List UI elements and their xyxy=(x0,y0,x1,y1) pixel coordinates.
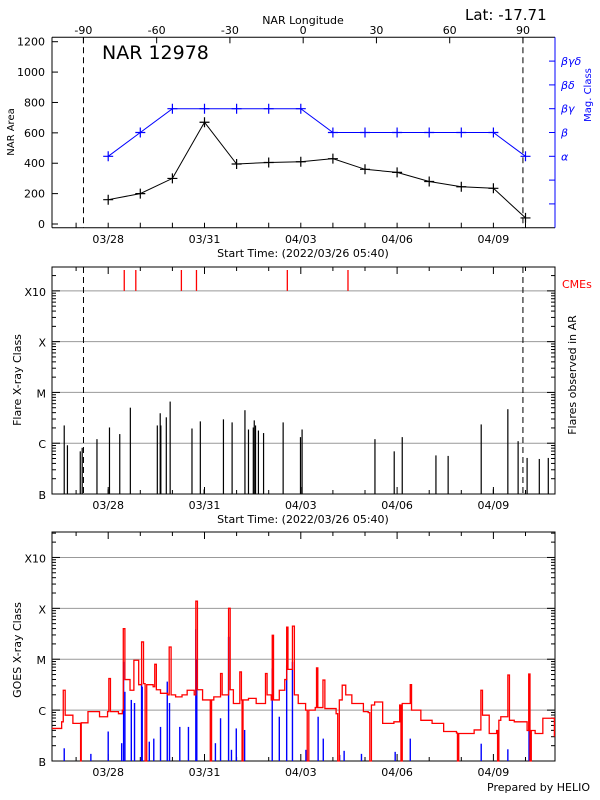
flare-panel-date-tick-label: 03/31 xyxy=(189,499,221,512)
latitude-label: Lat: -17.71 xyxy=(465,6,547,24)
flare-panel-class-tick-label: X xyxy=(38,337,46,350)
mag-class-point-marker xyxy=(360,127,370,138)
longitude-tick-label: 0 xyxy=(300,24,307,37)
area-tick-label: 800 xyxy=(24,96,45,109)
mag-tick-label: βγδ xyxy=(560,55,582,68)
longitude-tick-label: 90 xyxy=(516,24,530,37)
mag-class-point-marker xyxy=(327,127,338,138)
y-axis-title-goes: GOES X-ray Class xyxy=(11,602,24,698)
area-point-marker xyxy=(199,117,210,128)
mag-class-point-marker xyxy=(231,103,242,114)
area-point-marker xyxy=(295,156,306,167)
area-series-line xyxy=(108,121,526,219)
area-point-marker xyxy=(456,181,467,192)
longitude-tick-label: 60 xyxy=(443,24,457,37)
area-point-marker xyxy=(488,183,499,194)
area-point-marker xyxy=(263,157,274,168)
area-tick-label: 1000 xyxy=(17,66,45,79)
mag-class-series-line xyxy=(107,108,526,157)
goes-panel-class-tick-label: C xyxy=(38,705,46,718)
y-axis-title-flare-class: Flare X-ray Class xyxy=(11,334,24,426)
area-tick-label: 400 xyxy=(24,157,45,170)
date-tick-label: 03/28 xyxy=(92,233,124,246)
flare-panel-class-tick-label: B xyxy=(38,489,46,502)
flare-panel-frame xyxy=(51,266,556,495)
area-point-marker xyxy=(327,153,338,164)
goes-panel-frame xyxy=(51,531,556,762)
date-tick-label: 03/31 xyxy=(189,233,221,246)
longitude-tick-label: -30 xyxy=(221,24,239,37)
longitude-tick-label: 30 xyxy=(369,24,383,37)
mag-tick-label: βδ xyxy=(560,79,575,92)
mag-tick-label: βγ xyxy=(560,103,575,116)
goes-panel-date-tick-label: 03/31 xyxy=(189,766,221,779)
mag-class-point-marker xyxy=(295,103,306,114)
goes-panel-class-tick-label: M xyxy=(37,654,47,667)
goes-panel-class-tick-label: X xyxy=(38,603,46,616)
area-tick-label: 1200 xyxy=(17,36,45,49)
area-point-marker xyxy=(392,167,403,178)
mag-tick-label: α xyxy=(561,150,569,163)
mag-class-point-marker xyxy=(424,127,435,138)
area-point-marker xyxy=(231,158,242,169)
longitude-tick-label: -90 xyxy=(74,24,92,37)
flare-panel-date-tick-label: 04/03 xyxy=(285,499,317,512)
x-axis-title: Start Time: (2022/03/26 05:40) xyxy=(217,513,389,526)
flare-panel-class-tick-label: C xyxy=(38,438,46,451)
area-tick-label: 600 xyxy=(24,127,45,140)
longitude-tick-label: -60 xyxy=(148,24,166,37)
area-tick-label: 0 xyxy=(38,218,45,231)
y-axis-title-area: NAR Area xyxy=(6,108,17,155)
goes-panel-class-tick-label: X10 xyxy=(24,552,46,565)
mag-class-point-marker xyxy=(392,127,403,138)
date-tick-label: 04/03 xyxy=(285,233,317,246)
goes-panel-date-tick-label: 03/28 xyxy=(92,766,124,779)
area-point-marker xyxy=(360,164,370,175)
flare-panel-class-tick-label: M xyxy=(37,387,47,400)
date-tick-label: 04/06 xyxy=(381,233,413,246)
y-axis-title-flares-observed: Flares observed in AR xyxy=(566,315,579,435)
area-point-marker xyxy=(167,173,178,184)
mag-class-point-marker xyxy=(199,103,210,114)
mag-class-point-marker xyxy=(263,103,274,114)
mag-class-point-marker xyxy=(488,127,499,138)
mag-class-point-marker xyxy=(167,103,178,114)
flare-panel-date-tick-label: 04/09 xyxy=(478,499,510,512)
region-title: NAR 12978 xyxy=(102,42,209,64)
area-point-marker xyxy=(103,194,114,205)
goes-panel-date-tick-label: 04/06 xyxy=(381,766,413,779)
mag-class-point-marker xyxy=(456,127,467,138)
goes-long-series-line xyxy=(52,600,556,762)
mag-tick-label: β xyxy=(560,127,568,140)
area-point-marker xyxy=(520,212,531,223)
mag-class-point-marker xyxy=(103,151,114,162)
goes-panel-date-tick-label: 04/09 xyxy=(478,766,510,779)
goes-panel-date-tick-label: 04/03 xyxy=(285,766,317,779)
mag-class-point-marker xyxy=(520,151,531,162)
date-tick-label: 04/09 xyxy=(478,233,510,246)
footer-credit: Prepared by HELIO xyxy=(487,781,590,794)
y-axis-title-mag: Mag. Class xyxy=(583,68,594,122)
mag-class-point-marker xyxy=(135,127,146,138)
goes-panel-class-tick-label: B xyxy=(38,756,46,769)
flare-panel-class-tick-label: X10 xyxy=(24,286,46,299)
area-point-marker xyxy=(135,188,146,199)
area-tick-label: 200 xyxy=(24,188,45,201)
x-axis-title: Start Time: (2022/03/26 05:40) xyxy=(217,247,389,260)
cme-legend-label: CMEs xyxy=(562,278,592,291)
area-point-marker xyxy=(424,176,435,187)
flare-panel-date-tick-label: 04/06 xyxy=(381,499,413,512)
flare-panel-date-tick-label: 03/28 xyxy=(92,499,124,512)
top-axis-title: NAR Longitude xyxy=(262,14,344,27)
